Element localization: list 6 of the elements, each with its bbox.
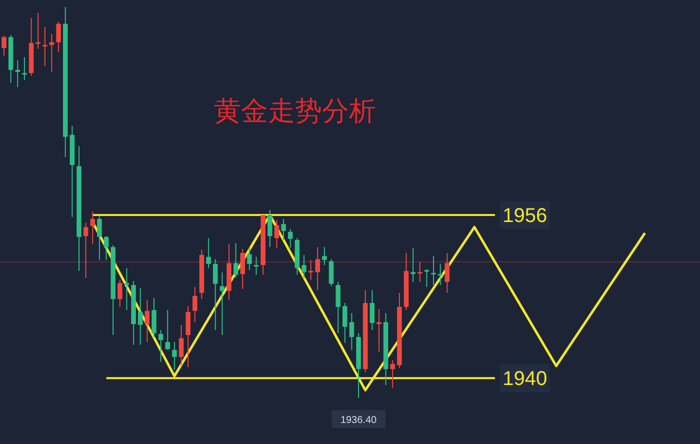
- annotation: 1956: [500, 201, 550, 229]
- annotation: 1936.40: [332, 410, 386, 428]
- text: 黄金走势分析: [214, 96, 376, 127]
- annotation: 1956: [502, 205, 548, 228]
- annotation: 1940: [500, 364, 550, 392]
- annotation: 1940: [502, 368, 548, 390]
